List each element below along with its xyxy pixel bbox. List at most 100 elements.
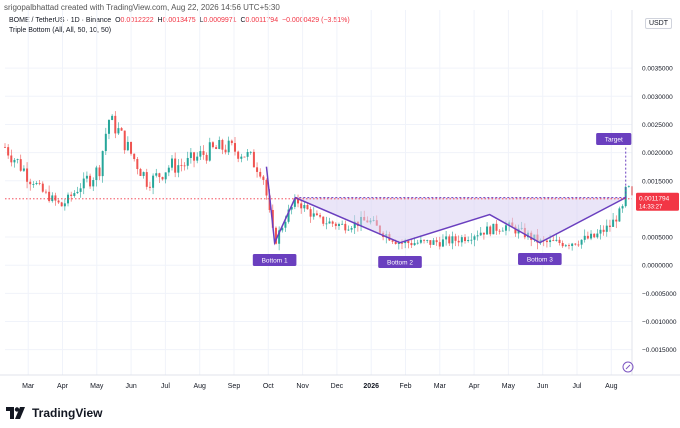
candle-body [281,227,284,231]
currency-badge[interactable]: USDT [644,18,672,29]
x-tick-label: Nov [296,383,309,390]
candle-body [394,241,397,244]
candle-body [558,239,561,243]
candle-body [413,243,416,246]
time-axis[interactable]: Mar Apr May Jun Jul Aug Sep Oct Nov Dec 2026 Feb Mar… [0,374,680,390]
candle-body [337,224,340,226]
candle-body [567,245,570,247]
bottom1-label-bg [252,254,297,266]
candle-body [319,215,322,217]
candle-body [252,151,255,168]
candle-body [123,130,126,151]
candle-body [60,202,63,207]
candle-body [196,156,199,161]
x-tick-label: Aug [605,383,618,390]
candle-body [48,191,51,202]
candle-body [114,115,117,134]
candle-body [460,237,463,243]
candle-body [54,195,57,201]
candle-body [32,184,35,185]
candle-body [423,239,426,241]
candle-body [545,240,548,243]
candle-body [199,151,202,157]
candle-body [85,175,88,179]
candle-body [482,232,485,235]
bottom2-label: Bottom 2 [387,260,413,267]
candle-body [278,230,281,244]
candle-body [183,165,186,167]
candle-body [177,165,180,173]
y-tick-label: −0.0005000 [642,291,677,298]
candle-body [290,206,293,210]
candle-body [57,200,60,203]
candle-body [407,240,410,244]
candle-body [35,182,38,185]
candle-body [602,229,605,232]
candle-body [561,242,564,247]
symbol-info: BOME / TetherUS · 1D · Binance O0.001222… [9,17,350,24]
x-tick-label: Dec [331,383,344,390]
candle-body [580,239,583,245]
y-tick-label: −0.0015000 [642,347,677,354]
candle-body [205,154,208,161]
candle-body [577,244,580,246]
candle-body [549,240,552,243]
candle-body [274,227,277,244]
candle-body [19,159,22,171]
candle-body [38,182,41,184]
candle-body [473,236,476,240]
candle-body [237,151,240,159]
candle-body [451,236,454,244]
candle-body [612,219,615,227]
candle-body [514,226,517,234]
candle-body [26,168,29,182]
candle-body [155,173,158,176]
candle-body [432,240,435,245]
candle-body [4,146,6,148]
x-tick-label: Jul [161,383,170,390]
candle-body [111,115,114,121]
candle-body [186,157,189,166]
candle-body [457,240,460,243]
symbol-name[interactable]: BOME / TetherUS · 1D · Binance [9,17,112,24]
open-label: O [115,17,121,24]
candle-body [230,140,233,144]
candle-body [262,176,265,180]
bottom2-label-bg [378,256,422,268]
candle-body [627,186,630,188]
candle-body [341,223,344,225]
price-axis[interactable]: 0.0035000 0.0030000 0.0025000 0.0020000 0.00… [631,10,677,375]
countdown-value: 14:33:27 [639,204,663,210]
candle-body [309,209,312,217]
candle-body [130,141,133,154]
candle-body [167,167,170,173]
candle-body [271,209,274,228]
candle-body [328,221,331,224]
candle-body [331,221,334,224]
candle-body [126,141,129,151]
high-value: 0.0013475 [162,17,196,24]
candle-body [416,242,419,244]
candle-body [467,239,470,242]
indicator-name[interactable]: Triple Bottom (All, All, 50, 10, 50) [9,27,112,34]
candle-body [397,242,400,244]
candle-body [605,225,608,232]
candle-body [16,159,19,160]
candle-body [265,179,268,196]
tradingview-footer[interactable]: TradingView [6,406,102,420]
candle-body [618,208,621,222]
candle-body [419,239,422,243]
candle-body [63,203,66,207]
candle-body [334,223,337,226]
candle-body [344,223,347,231]
candle-body [325,223,328,225]
bottom3-label-bg [518,253,562,265]
candle-body [564,245,567,247]
candle-body [189,152,192,158]
candle-body [224,149,227,153]
candle-body [489,226,492,235]
pattern-fill [295,197,626,243]
candle-body [136,159,139,170]
low-value: 0.0009971 [203,17,237,24]
